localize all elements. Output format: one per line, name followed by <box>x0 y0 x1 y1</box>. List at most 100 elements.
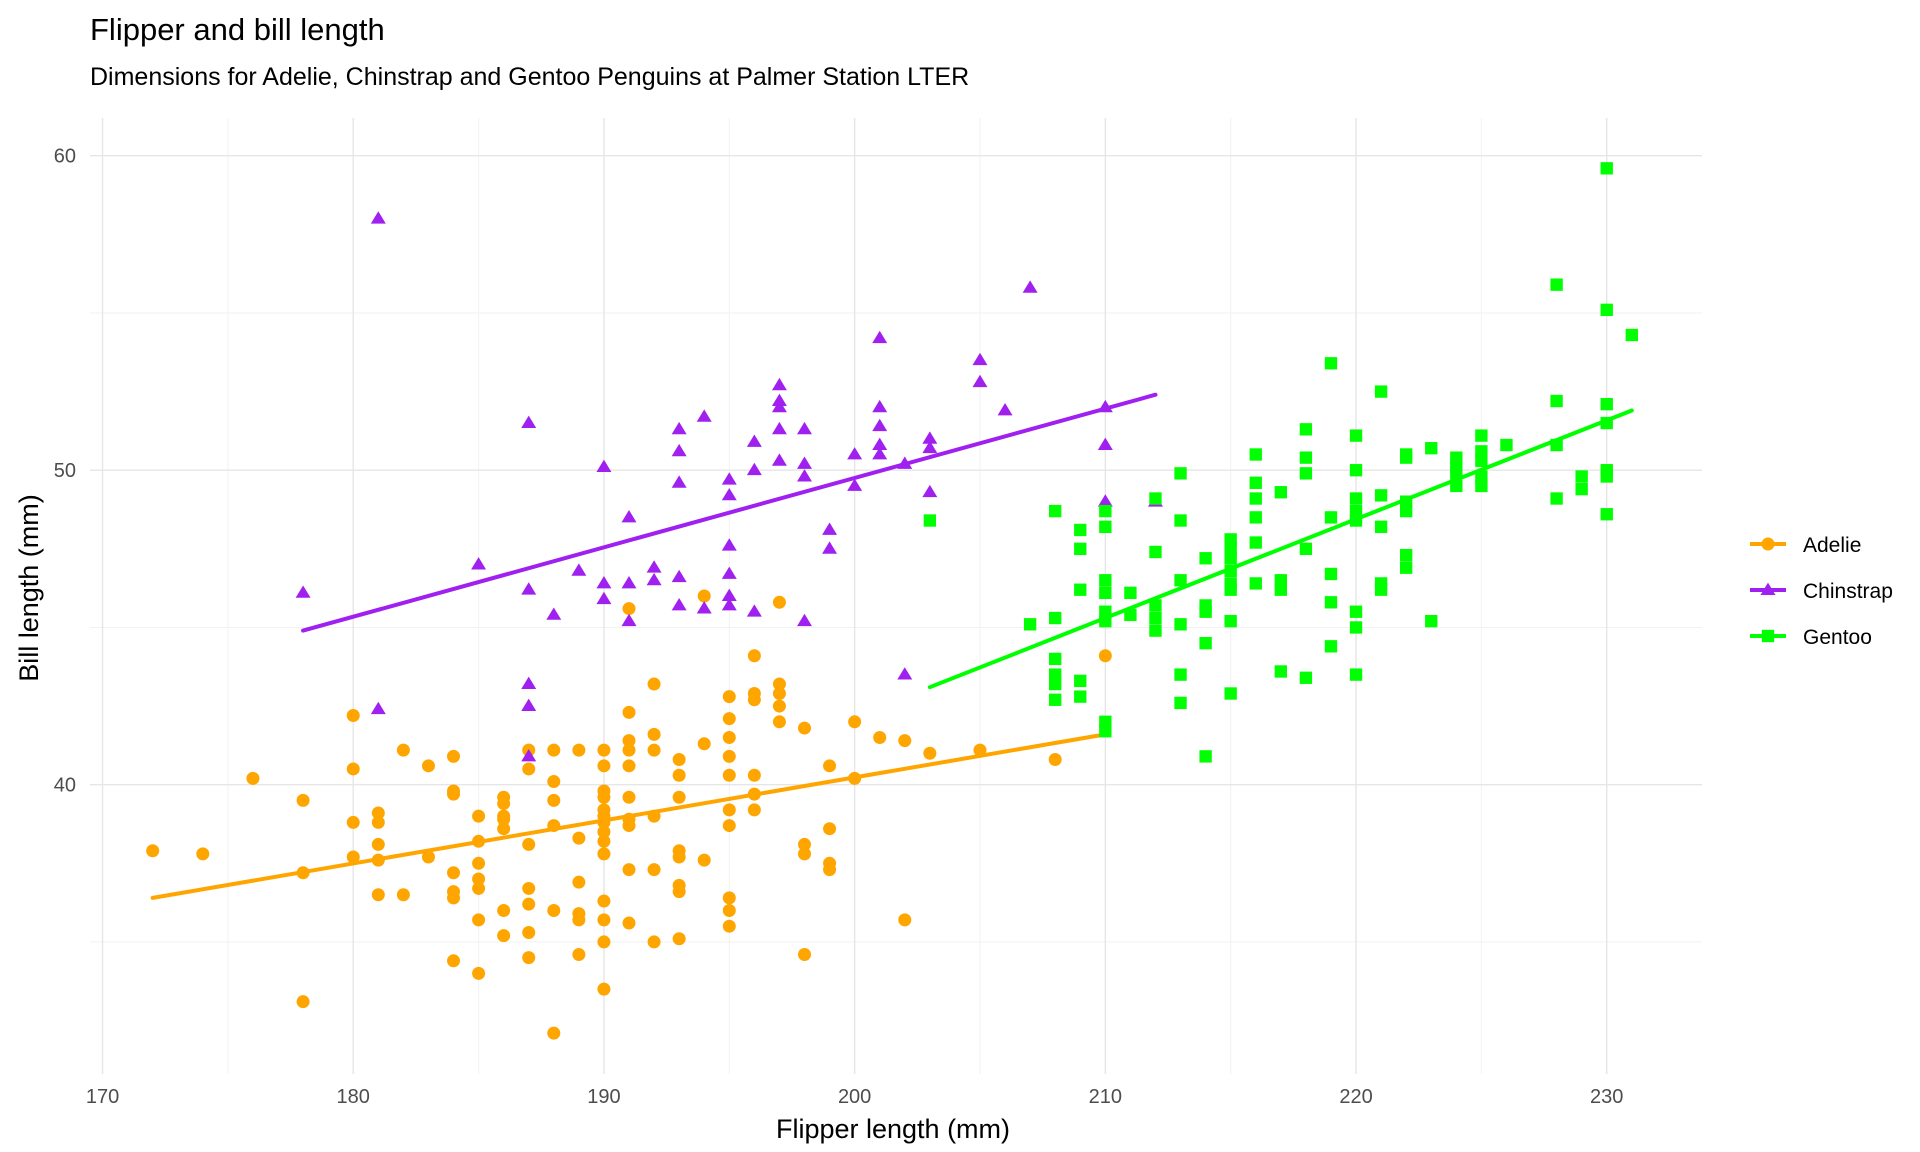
data-point-gentoo <box>1450 479 1463 493</box>
data-point-adelie <box>472 809 486 823</box>
data-point-adelie <box>622 790 636 804</box>
data-point-adelie <box>597 913 611 927</box>
data-point-adelie <box>597 825 611 839</box>
data-point-chinstrap <box>972 374 988 388</box>
data-point-chinstrap <box>671 421 687 435</box>
data-point-chinstrap <box>521 748 537 762</box>
data-point-adelie <box>823 863 837 877</box>
data-point-adelie <box>672 753 686 767</box>
data-point-gentoo <box>1224 583 1237 596</box>
data-point-gentoo <box>1099 574 1112 587</box>
data-point-adelie <box>722 690 736 704</box>
data-point-gentoo <box>1099 605 1112 618</box>
data-point-gentoo <box>1224 687 1237 700</box>
data-point-chinstrap <box>872 399 888 413</box>
data-point-chinstrap <box>646 572 662 586</box>
data-point-gentoo <box>1349 668 1363 681</box>
data-point-chinstrap <box>746 604 762 617</box>
tick-labels: 170 180 190 200 210 220 230 40 50 60 <box>54 146 1624 1108</box>
data-point-gentoo <box>1149 492 1162 505</box>
data-point-adelie <box>396 888 410 902</box>
data-point-adelie <box>722 819 736 833</box>
data-point-gentoo <box>1399 548 1413 562</box>
data-point-gentoo <box>1099 715 1112 728</box>
data-point-adelie <box>497 903 511 917</box>
data-point-adelie <box>196 847 210 861</box>
data-point-chinstrap <box>521 415 537 428</box>
y-tick-label: 50 <box>54 460 76 482</box>
data-point-gentoo <box>1199 552 1212 565</box>
data-point-gentoo <box>1174 668 1187 681</box>
data-point-adelie <box>898 734 912 748</box>
data-point-adelie <box>597 790 611 804</box>
data-point-chinstrap <box>521 698 537 712</box>
data-point-adelie <box>647 935 661 949</box>
data-point-gentoo <box>1224 614 1237 628</box>
data-point-gentoo <box>1023 618 1037 631</box>
data-point-adelie <box>522 881 536 895</box>
data-point-adelie <box>597 809 611 823</box>
data-point-adelie <box>622 705 636 719</box>
data-point-gentoo <box>1349 492 1363 505</box>
data-point-adelie <box>472 881 486 895</box>
data-point-adelie <box>522 897 536 911</box>
data-point-adelie <box>873 731 887 745</box>
data-point-adelie <box>522 951 536 965</box>
x-tick-label: 210 <box>1089 1086 1122 1108</box>
data-point-gentoo <box>1274 665 1287 678</box>
legend-label-chinstrap: Chinstrap <box>1803 580 1893 603</box>
data-point-adelie <box>973 743 987 757</box>
data-point-chinstrap <box>571 563 587 576</box>
data-point-adelie <box>622 863 636 877</box>
data-point-gentoo <box>1099 614 1112 628</box>
data-point-gentoo <box>1475 445 1488 458</box>
data-point-adelie <box>722 768 736 782</box>
data-point-adelie <box>1098 649 1112 663</box>
data-point-gentoo <box>1199 636 1212 650</box>
data-point-adelie <box>371 888 385 902</box>
data-point-adelie <box>572 875 586 889</box>
data-point-adelie <box>497 812 511 826</box>
data-point-gentoo <box>1049 611 1062 625</box>
data-point-gentoo <box>1450 467 1463 480</box>
data-point-adelie <box>547 903 561 917</box>
data-point-adelie <box>597 894 611 908</box>
data-point-gentoo <box>1399 451 1413 464</box>
data-point-chinstrap <box>721 487 737 501</box>
data-point-chinstrap <box>797 469 812 482</box>
data-point-gentoo <box>1149 545 1162 559</box>
data-point-chinstrap <box>596 591 612 605</box>
data-point-gentoo <box>1349 429 1363 442</box>
y-tick-label: 40 <box>54 775 76 797</box>
data-point-chinstrap <box>897 456 913 469</box>
data-point-gentoo <box>1199 750 1212 763</box>
data-point-gentoo <box>1299 451 1313 464</box>
data-point-gentoo <box>1324 640 1338 653</box>
data-point-adelie <box>823 759 837 773</box>
data-point-gentoo <box>1249 476 1262 489</box>
data-point-gentoo <box>1374 520 1388 533</box>
data-point-chinstrap <box>872 437 888 450</box>
data-point-gentoo <box>1550 278 1563 291</box>
data-point-chinstrap <box>671 598 687 611</box>
data-point-adelie <box>371 837 385 851</box>
data-point-adelie <box>396 743 410 757</box>
data-point-chinstrap <box>822 522 838 535</box>
data-point-chinstrap <box>997 403 1013 416</box>
data-point-gentoo <box>1399 504 1413 518</box>
data-point-chinstrap <box>797 456 812 469</box>
data-point-chinstrap <box>546 607 562 620</box>
x-tick-label: 180 <box>337 1086 370 1108</box>
trend-line-gentoo <box>927 408 1634 690</box>
data-point-chinstrap <box>370 211 386 224</box>
data-point-adelie <box>647 743 661 757</box>
data-point-adelie <box>672 932 686 946</box>
data-point-adelie <box>722 903 736 917</box>
data-point-adelie <box>647 809 661 823</box>
data-point-adelie <box>346 815 360 829</box>
data-point-adelie <box>497 929 511 943</box>
data-point-adelie <box>371 806 385 820</box>
data-point-gentoo <box>1625 328 1638 342</box>
data-point-adelie <box>296 866 310 880</box>
